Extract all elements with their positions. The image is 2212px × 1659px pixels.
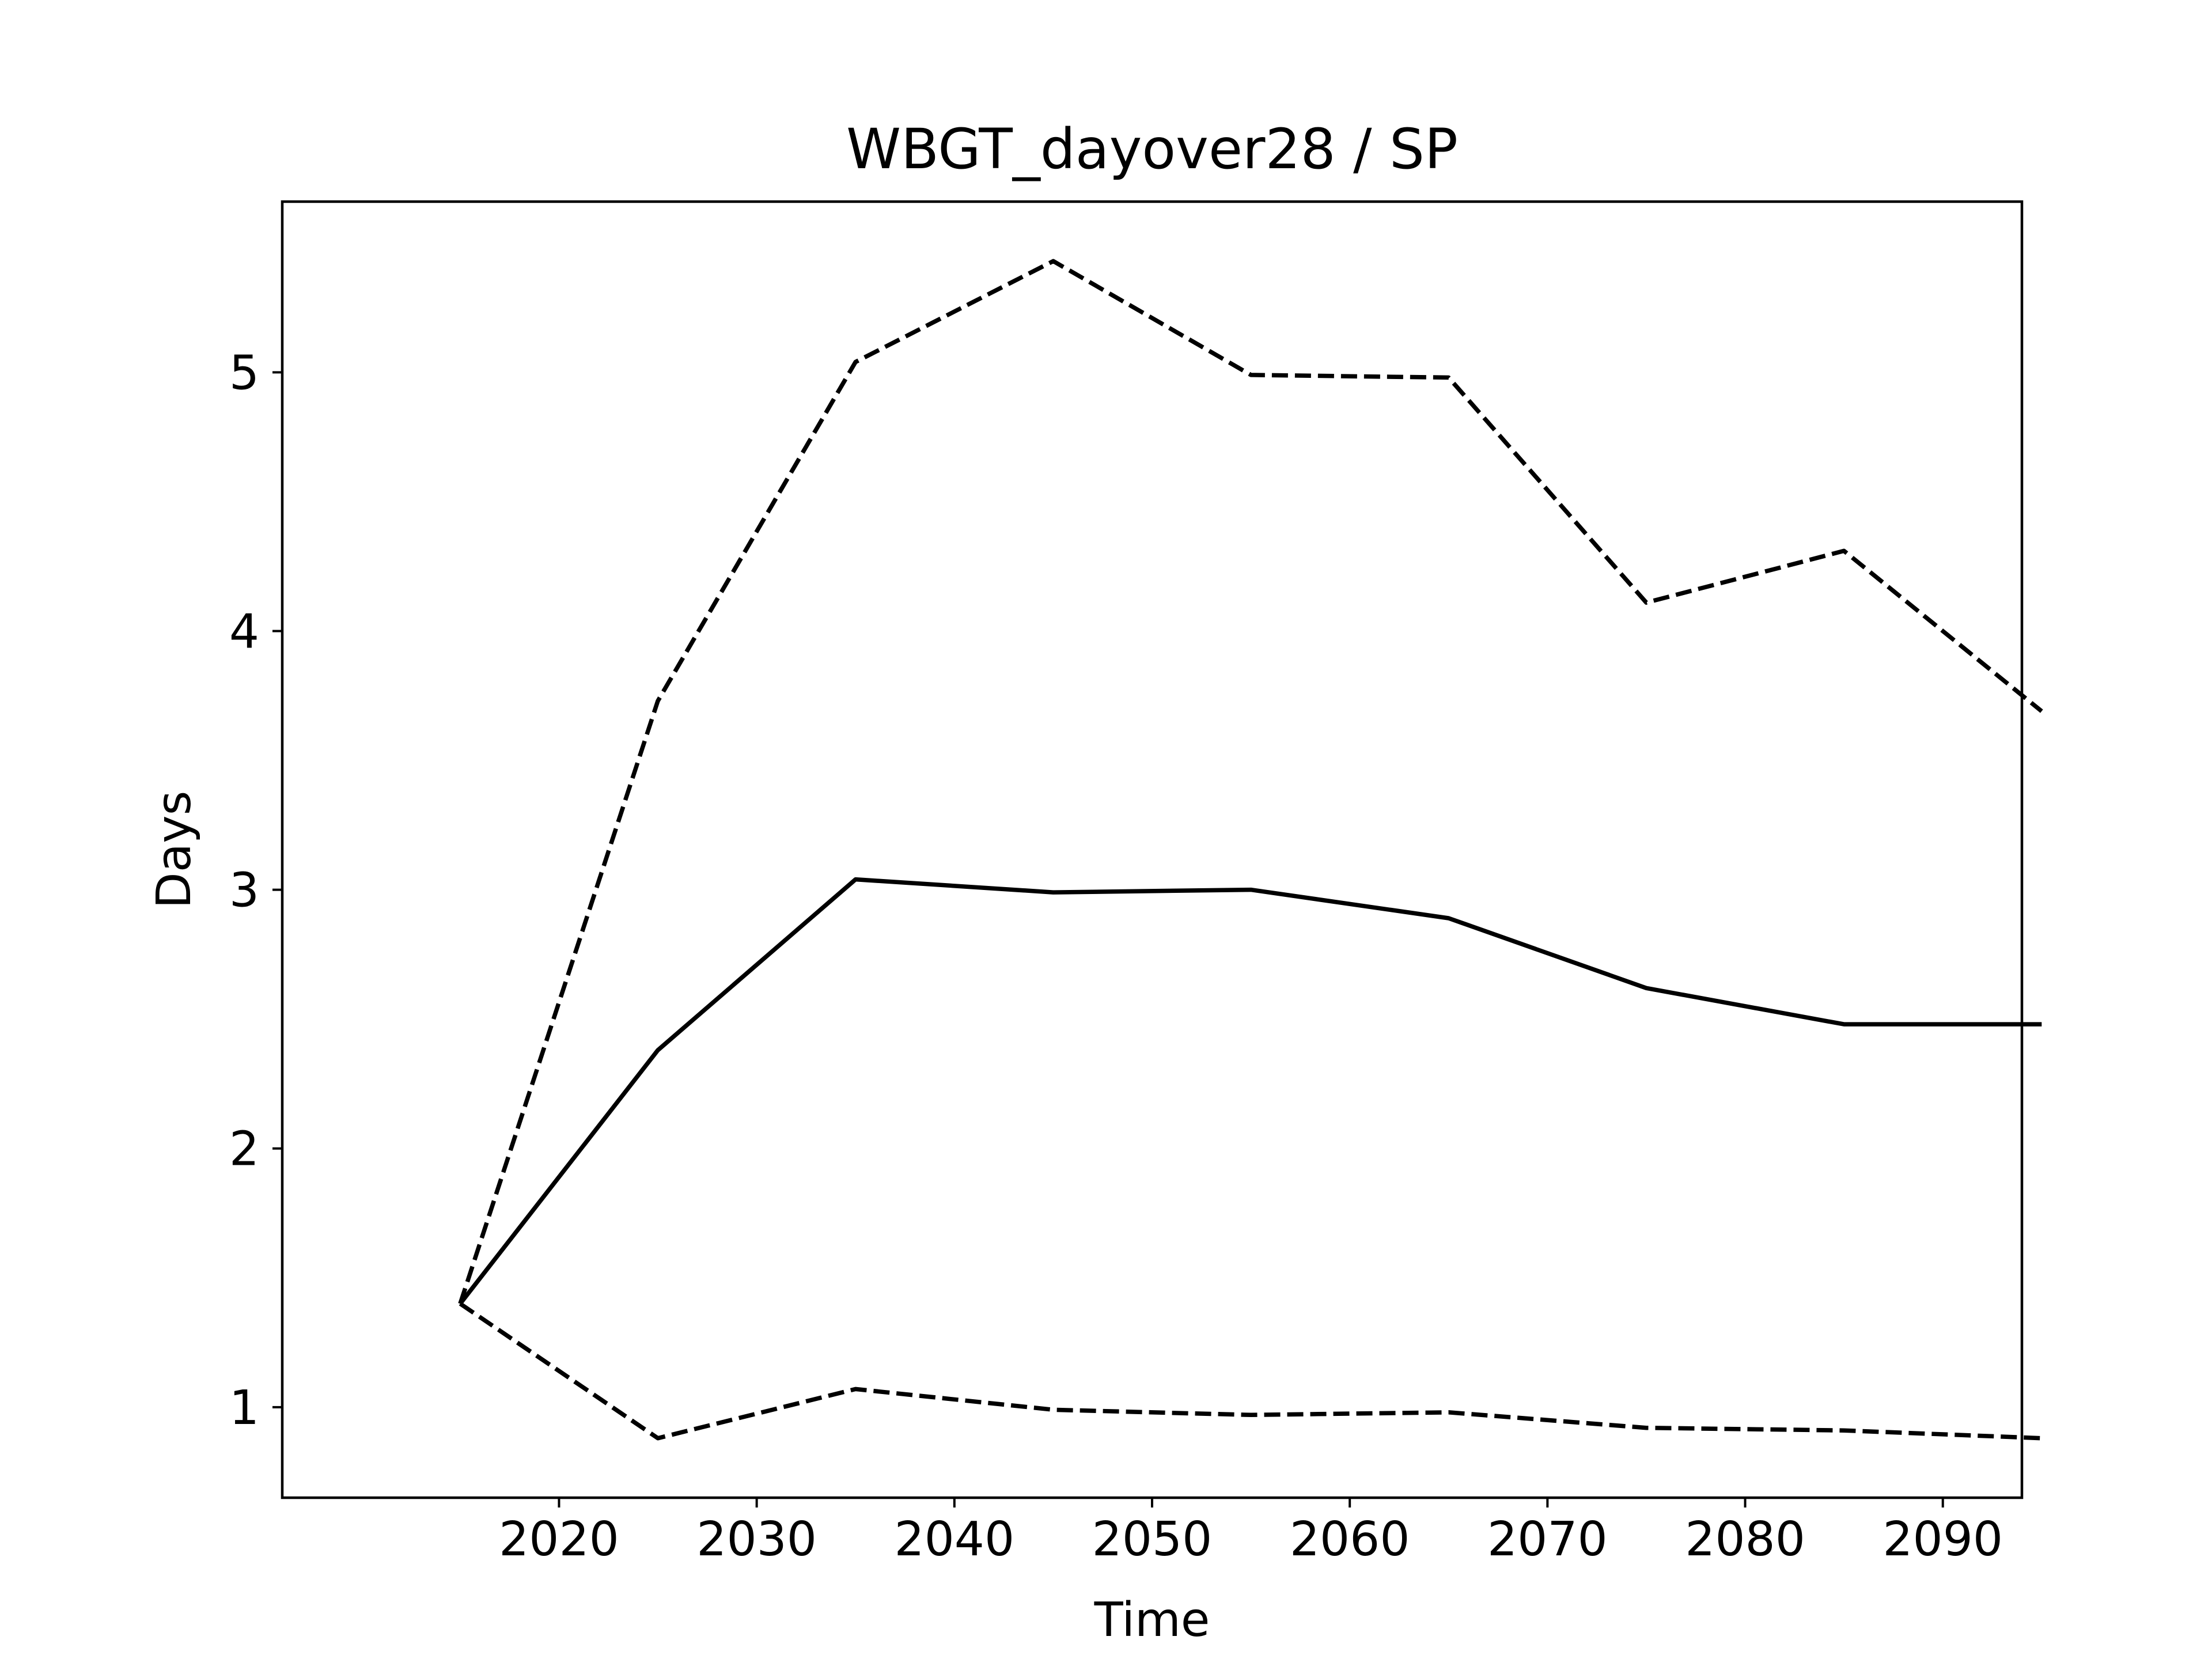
x-tick-label: 2060 — [1290, 1512, 1410, 1567]
x-tick-label: 2080 — [1685, 1512, 1805, 1567]
series-line-0 — [458, 877, 2042, 1305]
y-tick-label: 4 — [229, 605, 259, 660]
chart-title: WBGT_dayover28 / SP — [846, 117, 1458, 181]
x-tick-label: 2020 — [499, 1512, 619, 1567]
y-tick-label: 2 — [229, 1122, 259, 1177]
series-1 — [458, 259, 2043, 1305]
series-line-1 — [458, 259, 2043, 1305]
series-2 — [459, 1302, 2042, 1441]
y-axis: 1 2 3 4 5 — [229, 346, 282, 1435]
x-tick-label: 2040 — [894, 1512, 1014, 1567]
x-axis: 2020 2030 2040 2050 2060 2070 2080 2090 — [499, 1498, 2003, 1567]
y-tick-label: 1 — [229, 1381, 259, 1435]
x-tick-label: 2090 — [1883, 1512, 2003, 1567]
y-tick-label: 3 — [229, 863, 259, 918]
y-axis-label: Days — [147, 791, 202, 909]
series-0 — [458, 877, 2042, 1305]
x-tick-label: 2070 — [1487, 1512, 1608, 1567]
series-line-2 — [459, 1302, 2042, 1441]
x-tick-label: 2050 — [1092, 1512, 1213, 1567]
y-tick-label: 5 — [229, 346, 259, 400]
x-axis-label: Time — [1094, 1593, 1210, 1647]
plot-area — [458, 259, 2043, 1441]
x-tick-label: 2030 — [696, 1512, 817, 1567]
